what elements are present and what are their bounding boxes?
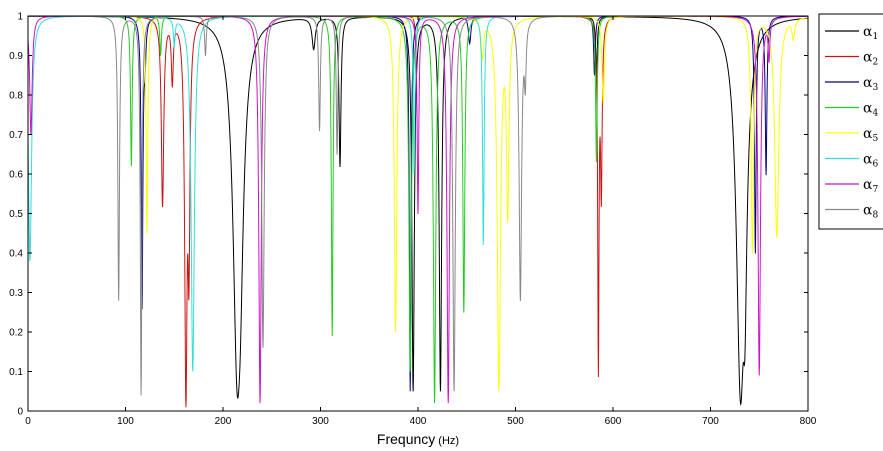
legend-symbol: α: [863, 126, 873, 142]
legend-entry-1: α1: [863, 24, 878, 42]
x-tick-label: 100: [117, 416, 134, 427]
legend-symbol: α: [863, 203, 873, 219]
legend-symbol: α: [863, 75, 873, 91]
legend-box: [818, 13, 883, 230]
legend-entry-4: α4: [863, 101, 878, 119]
y-tick-label: 1: [17, 12, 23, 23]
legend-subscript: 5: [872, 134, 878, 144]
y-tick-label: 0.8: [9, 91, 23, 102]
y-tick-label: 0.6: [9, 170, 23, 181]
legend-entry-3: α3: [863, 75, 878, 93]
x-tick-label: 300: [312, 416, 329, 427]
legend-symbol: α: [863, 101, 873, 117]
legend-subscript: 7: [872, 185, 878, 195]
x-axis-label-text: Frequncy: [377, 431, 435, 447]
x-tick-label: 200: [215, 416, 232, 427]
ticks-layer: 0 100 200 300 400 500 600 700 800 0 0.1 0.2 0.3 0.4 0.…: [9, 12, 817, 428]
legend-subscript: 3: [872, 83, 878, 93]
legend-subscript: 2: [872, 58, 878, 68]
y-tick-label: 0.9: [9, 51, 23, 62]
legend-entry-8: α8: [863, 203, 878, 221]
legend-subscript: 8: [872, 211, 878, 221]
y-tick-label: 0: [17, 407, 23, 418]
legend-symbol: α: [863, 152, 873, 168]
legend-entry-6: α6: [863, 152, 878, 170]
legend-entry-5: α5: [863, 126, 878, 144]
x-axis-label: Frequncy (Hz): [377, 431, 459, 447]
x-tick-label: 500: [507, 416, 524, 427]
legend-symbol: α: [863, 177, 873, 193]
legend-subscript: 6: [872, 160, 878, 170]
legend-subscript: 1: [872, 32, 878, 42]
x-tick-label: 400: [410, 416, 427, 427]
legend-entry-2: α2: [863, 50, 878, 68]
y-tick-label: 0.2: [9, 328, 23, 339]
x-tick-label: 0: [25, 416, 31, 427]
y-tick-label: 0.5: [9, 209, 23, 220]
x-axis-label-unit: (Hz): [438, 435, 459, 447]
x-tick-label: 800: [800, 416, 817, 427]
y-tick-label: 0.3: [9, 288, 23, 299]
legend-entry-7: α7: [863, 177, 878, 195]
legend-subscript: 4: [872, 109, 878, 119]
y-tick-label: 0.1: [9, 367, 23, 378]
y-tick-label: 0.4: [9, 249, 23, 260]
legend-symbol: α: [863, 24, 873, 40]
x-tick-label: 600: [605, 416, 622, 427]
y-tick-label: 0.7: [9, 130, 23, 141]
legend-symbol: α: [863, 50, 873, 66]
x-tick-label: 700: [702, 416, 719, 427]
